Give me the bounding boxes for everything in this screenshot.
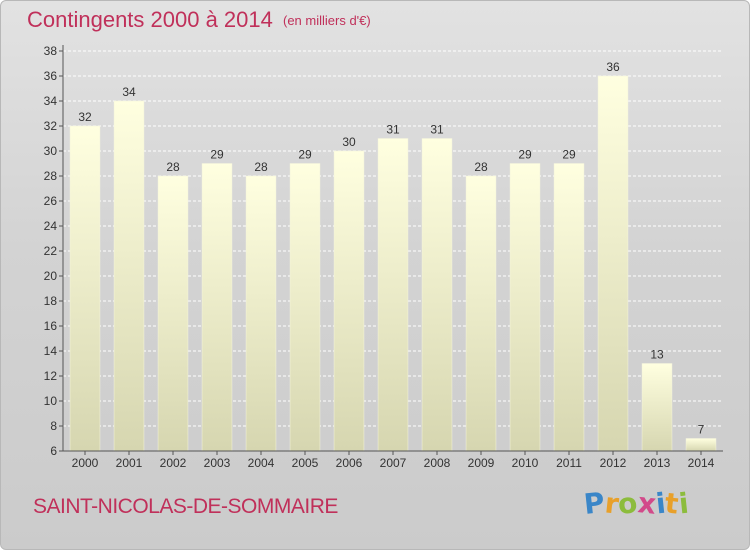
y-tick-label: 20 (44, 269, 58, 283)
bar-value-label: 28 (254, 160, 268, 174)
chart-title: Contingents 2000 à 2014 (27, 7, 273, 32)
logo-letter: i (676, 486, 690, 521)
bar-value-label: 7 (698, 423, 705, 437)
y-tick-label: 14 (44, 344, 58, 358)
x-tick-label: 2011 (556, 456, 582, 470)
x-tick-label: 2009 (468, 456, 495, 470)
y-tick-label: 16 (44, 319, 58, 333)
axes: 6 8 10 12 14 16 18 20 22 24 26 28 30 32 34 36 38 2000 2001… (44, 44, 723, 470)
y-tick-label: 22 (44, 244, 58, 258)
bar-2001 (113, 100, 145, 452)
bar-2000 (69, 125, 101, 452)
x-tick-label: 2005 (292, 456, 319, 470)
y-tick-label: 34 (44, 94, 58, 108)
y-tick-label: 36 (44, 69, 58, 83)
commune-name: SAINT-NICOLAS-DE-SOMMAIRE (33, 495, 338, 518)
bar-value-label: 28 (474, 160, 488, 174)
bar-2014 (685, 438, 717, 452)
bar-value-label: 29 (518, 148, 532, 162)
bar-2003 (201, 163, 233, 452)
bar-value-label: 28 (166, 160, 180, 174)
bar-value-label: 34 (122, 85, 136, 99)
bar-value-label: 29 (298, 148, 312, 162)
bar-value-label: 31 (386, 123, 400, 137)
y-tick-label: 32 (44, 119, 58, 133)
bar-value-label: 32 (78, 110, 92, 124)
bar-2009 (465, 175, 497, 452)
bar-value-label: 29 (210, 148, 224, 162)
bars: 32 34 28 29 28 29 30 31 31 28 29 29 36 13 7 (69, 60, 717, 452)
bar-2005 (289, 163, 321, 452)
y-tick-label: 26 (44, 194, 58, 208)
y-tick-label: 10 (44, 394, 58, 408)
y-tick-label: 6 (50, 444, 57, 458)
bar-value-label: 30 (342, 135, 356, 149)
x-tick-label: 2000 (72, 456, 99, 470)
bar-2008 (421, 138, 453, 452)
bar-2011 (553, 163, 585, 452)
x-tick-label: 2007 (380, 456, 407, 470)
x-tick-label: 2002 (160, 456, 187, 470)
x-tick-label: 2003 (204, 456, 231, 470)
bar-value-label: 36 (606, 60, 620, 74)
y-tick-label: 8 (50, 419, 57, 433)
chart-subtitle: (en milliers d'€) (283, 13, 371, 28)
x-tick-label: 2006 (336, 456, 363, 470)
bar-2013 (641, 363, 673, 452)
x-tick-label: 2010 (512, 456, 539, 470)
bar-2002 (157, 175, 189, 452)
x-tick-label: 2001 (116, 456, 143, 470)
y-tick-label: 18 (44, 294, 58, 308)
proxiti-logo: Proxiti (582, 486, 690, 521)
bar-value-label: 31 (430, 123, 444, 137)
bar-2010 (509, 163, 541, 452)
bar-2004 (245, 175, 277, 452)
x-tick-label: 2004 (248, 456, 275, 470)
y-tick-label: 38 (44, 44, 58, 58)
x-tick-label: 2014 (688, 456, 715, 470)
bar-2007 (377, 138, 409, 452)
y-tick-label: 24 (44, 219, 58, 233)
x-tick-label: 2008 (424, 456, 451, 470)
bar-2006 (333, 150, 365, 452)
y-tick-label: 12 (44, 369, 58, 383)
bar-value-label: 13 (650, 348, 664, 362)
y-tick-label: 30 (44, 144, 58, 158)
y-tick-label: 28 (44, 169, 58, 183)
x-tick-label: 2013 (644, 456, 671, 470)
bar-2012 (597, 75, 629, 452)
bar-value-label: 29 (562, 148, 576, 162)
x-tick-label: 2012 (600, 456, 627, 470)
